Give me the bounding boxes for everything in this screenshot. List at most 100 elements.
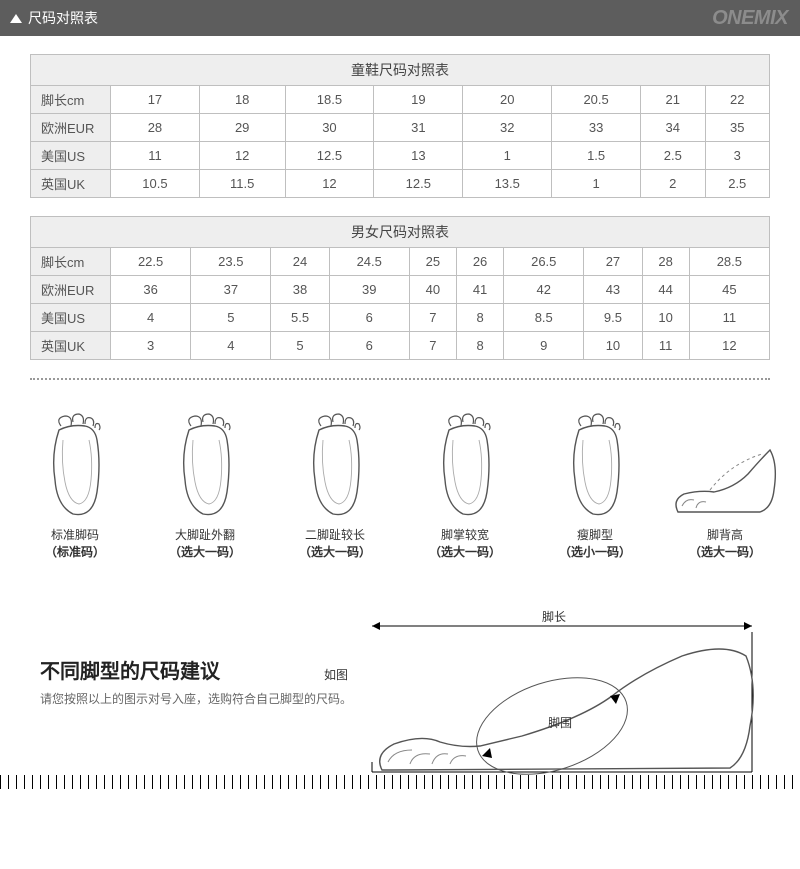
size-cell: 12.5 <box>285 142 374 170</box>
size-cell: 30 <box>285 114 374 142</box>
size-cell: 32 <box>463 114 552 142</box>
triangle-icon <box>10 14 22 23</box>
size-cell: 26.5 <box>504 248 584 276</box>
divider-dotted <box>30 378 770 380</box>
size-cell: 12 <box>285 170 374 198</box>
size-cell: 24 <box>271 248 329 276</box>
size-cell: 8.5 <box>504 304 584 332</box>
size-cell: 9 <box>504 332 584 360</box>
size-cell: 5.5 <box>271 304 329 332</box>
size-cell: 1.5 <box>552 142 641 170</box>
length-label: 脚长 <box>542 608 566 625</box>
foot-type-hint: （标准码） <box>20 543 130 560</box>
foot-type-hint: （选大一码） <box>150 543 260 560</box>
size-cell: 7 <box>409 304 456 332</box>
size-cell: 6 <box>329 304 409 332</box>
row-label: 英国UK <box>31 332 111 360</box>
size-cell: 29 <box>199 114 285 142</box>
foot-type-name: 脚背高 <box>670 526 780 543</box>
size-cell: 12 <box>689 332 769 360</box>
row-label: 脚长cm <box>31 248 111 276</box>
size-cell: 18.5 <box>285 86 374 114</box>
foot-type-name: 二脚趾较长 <box>280 526 390 543</box>
foot-type-name: 大脚趾外翻 <box>150 526 260 543</box>
foot-type-item: 脚背高（选大一码） <box>670 410 780 560</box>
size-cell: 18 <box>199 86 285 114</box>
row-label: 欧洲EUR <box>31 276 111 304</box>
size-cell: 44 <box>642 276 689 304</box>
diagram-note: 如图 <box>324 666 348 683</box>
size-cell: 3 <box>111 332 191 360</box>
kids-table-caption: 童鞋尺码对照表 <box>31 55 770 86</box>
foot-type-name: 瘦脚型 <box>540 526 650 543</box>
size-cell: 42 <box>504 276 584 304</box>
size-cell: 11 <box>689 304 769 332</box>
size-cell: 39 <box>329 276 409 304</box>
size-cell: 33 <box>552 114 641 142</box>
size-cell: 12.5 <box>374 170 463 198</box>
size-cell: 7 <box>409 332 456 360</box>
size-cell: 1 <box>552 170 641 198</box>
foot-type-hint: （选大一码） <box>670 543 780 560</box>
size-cell: 22 <box>705 86 769 114</box>
foot-type-hint: （选大一码） <box>280 543 390 560</box>
foot-measure-diagram: 如图 脚长 脚围 <box>352 586 800 776</box>
foot-type-item: 脚掌较宽（选大一码） <box>410 410 520 560</box>
header-title-text: 尺码对照表 <box>28 8 98 28</box>
size-cell: 10.5 <box>111 170 200 198</box>
size-cell: 27 <box>584 248 642 276</box>
size-cell: 8 <box>456 304 503 332</box>
foot-type-item: 二脚趾较长（选大一码） <box>280 410 390 560</box>
size-cell: 10 <box>584 332 642 360</box>
size-cell: 5 <box>271 332 329 360</box>
foot-type-name: 脚掌较宽 <box>410 526 520 543</box>
header-bar: 尺码对照表 ONEMIX <box>0 0 800 36</box>
size-cell: 28 <box>642 248 689 276</box>
foot-type-item: 大脚趾外翻（选大一码） <box>150 410 260 560</box>
size-cell: 20 <box>463 86 552 114</box>
size-cell: 13 <box>374 142 463 170</box>
size-cell: 4 <box>111 304 191 332</box>
page-title: 尺码对照表 <box>10 8 98 28</box>
size-cell: 6 <box>329 332 409 360</box>
row-label: 欧洲EUR <box>31 114 111 142</box>
size-cell: 11 <box>111 142 200 170</box>
size-cell: 12 <box>199 142 285 170</box>
size-cell: 11.5 <box>199 170 285 198</box>
size-cell: 21 <box>641 86 705 114</box>
size-cell: 26 <box>456 248 503 276</box>
foot-type-hint: （选大一码） <box>410 543 520 560</box>
size-cell: 28.5 <box>689 248 769 276</box>
ruler-graphic <box>0 775 800 789</box>
size-cell: 38 <box>271 276 329 304</box>
size-cell: 13.5 <box>463 170 552 198</box>
advice-section: 不同脚型的尺码建议 请您按照以上的图示对号入座，选购符合自己脚型的尺码。 如图 … <box>0 586 800 776</box>
advice-title: 不同脚型的尺码建议 <box>40 655 352 684</box>
size-cell: 35 <box>705 114 769 142</box>
size-cell: 28 <box>111 114 200 142</box>
size-cell: 34 <box>641 114 705 142</box>
size-cell: 2.5 <box>705 170 769 198</box>
foot-type-item: 标准脚码（标准码） <box>20 410 130 560</box>
brand-logo: ONEMIX <box>712 7 788 30</box>
size-cell: 40 <box>409 276 456 304</box>
size-cell: 22.5 <box>111 248 191 276</box>
kids-size-table: 童鞋尺码对照表 脚长cm171818.5192020.52122欧洲EUR282… <box>30 54 770 198</box>
size-cell: 36 <box>111 276 191 304</box>
size-cell: 9.5 <box>584 304 642 332</box>
adult-size-table: 男女尺码对照表 脚长cm22.523.52424.5252626.5272828… <box>30 216 770 360</box>
size-cell: 19 <box>374 86 463 114</box>
size-cell: 2.5 <box>641 142 705 170</box>
size-cell: 43 <box>584 276 642 304</box>
size-cell: 10 <box>642 304 689 332</box>
row-label: 英国UK <box>31 170 111 198</box>
size-cell: 25 <box>409 248 456 276</box>
size-cell: 45 <box>689 276 769 304</box>
size-cell: 3 <box>705 142 769 170</box>
size-cell: 4 <box>191 332 271 360</box>
advice-desc: 请您按照以上的图示对号入座，选购符合自己脚型的尺码。 <box>40 690 352 707</box>
size-cell: 24.5 <box>329 248 409 276</box>
size-cell: 23.5 <box>191 248 271 276</box>
row-label: 美国US <box>31 142 111 170</box>
size-cell: 1 <box>463 142 552 170</box>
